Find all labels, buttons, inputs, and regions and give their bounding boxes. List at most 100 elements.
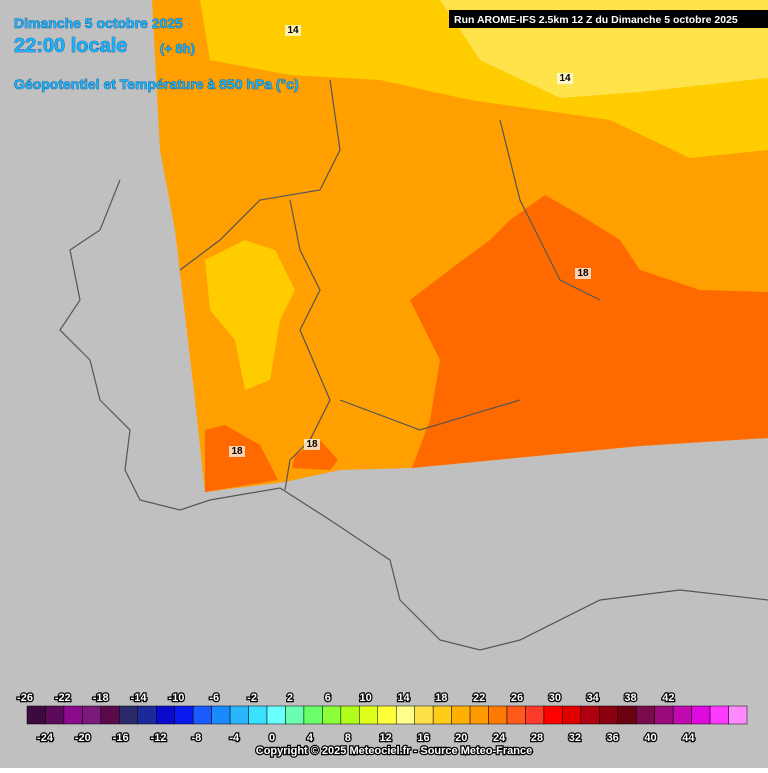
color-swatch: [26, 705, 46, 725]
color-swatch: [525, 705, 545, 725]
color-scale: -26 -22 -18 -14 -10 -6 -2 2 6 10 14 18 22 26 30 34 38 42-…: [16, 691, 748, 745]
temp-dark-orange-s: [292, 440, 338, 470]
temp-dark-orange-sw: [205, 425, 278, 492]
scale-label-top: -22: [55, 692, 71, 704]
contour-label-bg: [557, 73, 573, 84]
color-swatch: [211, 705, 231, 725]
scale-label-bottom: 12: [379, 732, 391, 744]
color-swatch: [155, 705, 175, 725]
scale-label-bottom: 32: [569, 732, 581, 744]
color-swatch: [672, 705, 692, 725]
scale-label-top: 42: [662, 692, 674, 704]
color-swatch: [82, 705, 102, 725]
run-box: [449, 10, 768, 28]
region-line: [179, 79, 601, 431]
coastlines: [59, 79, 768, 651]
color-swatch: [45, 705, 65, 725]
color-swatch: [63, 705, 83, 725]
color-swatch: [285, 705, 305, 725]
scale-label-top: -6: [209, 692, 219, 704]
scale-label-top: 2: [287, 692, 293, 704]
color-swatch: [562, 705, 582, 725]
color-swatch: [266, 705, 286, 725]
contour-label-bg: [575, 268, 591, 279]
run-info: Run AROME-IFS 2.5km 12 Z du Dimanche 5 o…: [454, 14, 738, 26]
contour-label: 18: [577, 268, 589, 279]
scale-label-top: 10: [359, 692, 371, 704]
coast-west: [59, 179, 211, 511]
scale-label-bottom: 16: [417, 732, 429, 744]
color-swatch: [137, 705, 157, 725]
color-swatch: [617, 705, 637, 725]
contour-label: 14: [287, 25, 299, 36]
scale-label-bottom: -20: [75, 732, 91, 744]
copyright: Copyright © 2025 Meteociel.fr - Source M…: [256, 745, 532, 757]
color-swatch: [432, 705, 452, 725]
color-swatch: [709, 705, 729, 725]
scale-label-top: -2: [247, 692, 257, 704]
color-swatch: [340, 705, 360, 725]
scale-label-top: 6: [325, 692, 331, 704]
scale-label-bottom: -12: [151, 732, 167, 744]
contour-labels: 14 14 18 18 18: [229, 25, 591, 457]
date: Dimanche 5 octobre 2025: [14, 15, 183, 31]
color-swatch: [395, 705, 415, 725]
contour-label-bg: [304, 439, 320, 450]
scale-label-bottom: 44: [682, 732, 695, 744]
color-swatch: [728, 705, 748, 725]
scale-label-top: 18: [435, 692, 447, 704]
temp-yellow-blob: [205, 240, 295, 390]
scale-label-bottom: -4: [229, 732, 240, 744]
color-swatch: [229, 705, 249, 725]
temp-dark-orange: [410, 195, 768, 468]
color-swatch: [506, 705, 526, 725]
color-swatch: [359, 705, 379, 725]
color-swatch: [322, 705, 342, 725]
color-swatch: [488, 705, 508, 725]
scale-label-bottom: 20: [455, 732, 467, 744]
color-swatch: [248, 705, 268, 725]
scale-label-top: -14: [131, 692, 148, 704]
color-swatch: [635, 705, 655, 725]
color-swatch: [119, 705, 139, 725]
scale-label-bottom: -24: [37, 732, 54, 744]
scale-label-top: 14: [397, 692, 410, 704]
color-swatch: [469, 705, 489, 725]
color-swatch: [543, 705, 563, 725]
field-name: Géopotentiel et Température à 850 hPa (°…: [14, 76, 299, 92]
color-swatch: [174, 705, 194, 725]
scale-label-bottom: -16: [113, 732, 129, 744]
scale-label-top: 22: [473, 692, 485, 704]
scale-label-top: 34: [587, 692, 600, 704]
color-swatch: [414, 705, 434, 725]
scale-label-top: 38: [624, 692, 636, 704]
contour-label: 18: [306, 439, 318, 450]
scale-label-bottom: -8: [191, 732, 201, 744]
scale-label-bottom: 36: [607, 732, 619, 744]
contour-label-bg: [229, 446, 245, 457]
color-swatch: [451, 705, 471, 725]
scale-label-bottom: 8: [345, 732, 351, 744]
border: [284, 199, 331, 491]
scale-label-top: -26: [17, 692, 33, 704]
color-swatch: [303, 705, 323, 725]
color-swatch: [599, 705, 619, 725]
scale-label-bottom: 4: [307, 732, 314, 744]
scale-label-bottom: 0: [269, 732, 275, 744]
color-swatch: [100, 705, 120, 725]
scale-label-top: -18: [93, 692, 109, 704]
contour-label: 14: [559, 73, 571, 84]
contour-label-bg: [285, 25, 301, 36]
scale-label-top: 26: [511, 692, 523, 704]
time: 22:00 locale: [14, 35, 127, 57]
scale-label-bottom: 28: [531, 732, 543, 744]
scale-label-bottom: 40: [644, 732, 656, 744]
lead-time: (+ 8h): [160, 41, 195, 56]
color-swatch: [654, 705, 674, 725]
scale-label-bottom: 24: [493, 732, 506, 744]
color-swatch: [691, 705, 711, 725]
contour-label: 18: [231, 446, 243, 457]
color-swatch: [192, 705, 212, 725]
coast-south: [209, 487, 768, 651]
